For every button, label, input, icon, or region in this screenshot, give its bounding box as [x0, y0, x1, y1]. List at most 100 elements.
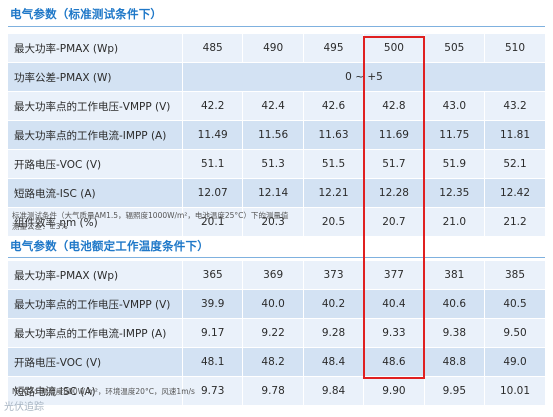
row-label: 开路电压-VOC (V)	[8, 149, 183, 179]
value-cell: 12.14	[242, 178, 304, 208]
table-row: 最大功率点的工作电流-IMPP (A) 11.49 11.56 11.63 11…	[8, 120, 545, 150]
value-cell: 11.56	[242, 120, 304, 150]
value-cell: 9.38	[423, 318, 485, 348]
value-cell: 9.22	[242, 318, 304, 348]
value-cell: 40.4	[363, 289, 425, 319]
value-cell: 51.3	[242, 149, 304, 179]
section2-title: 电气参数（电池额定工作温度条件下）	[10, 239, 209, 253]
value-cell: 373	[302, 261, 364, 290]
value-cell: 42.4	[242, 91, 304, 121]
value-cell: 9.84	[302, 376, 364, 406]
table-row: 开路电压-VOC (V) 48.1 48.2 48.4 48.6 48.8 49…	[8, 347, 545, 377]
section1-rule	[8, 26, 545, 27]
table-row: 短路电流-ISC (A) 12.07 12.14 12.21 12.28 12.…	[8, 178, 545, 208]
value-cell: 12.35	[423, 178, 485, 208]
value-cell: 11.69	[363, 120, 425, 150]
table-row: 最大功率点的工作电压-VMPP (V) 42.2 42.4 42.6 42.8 …	[8, 91, 545, 121]
value-cell: 40.6	[423, 289, 485, 319]
row-label: 开路电压-VOC (V)	[8, 347, 183, 377]
section1-title: 电气参数（标准测试条件下）	[10, 7, 163, 21]
tolerance-span-cell: 0 ~ +5	[182, 62, 545, 92]
value-cell: 40.0	[242, 289, 304, 319]
value-cell: 495	[302, 34, 364, 63]
noct-note: NOCT：辐照度800W/m²，环境温度20°C，风速1m/s	[12, 387, 195, 396]
value-cell: 49.0	[484, 347, 545, 377]
value-cell: 12.42	[484, 178, 545, 208]
table-row: 组件效率 ηm (%) 20.1 20.3 20.5 20.7 21.0 21.…	[8, 207, 545, 237]
value-cell: 505	[423, 34, 485, 63]
value-cell: 40.5	[484, 289, 545, 319]
row-label: 功率公差-PMAX (W)	[8, 62, 183, 92]
row-label: 最大功率点的工作电压-VMPP (V)	[8, 289, 183, 319]
value-cell: 42.6	[302, 91, 364, 121]
value-cell: 52.1	[484, 149, 545, 179]
value-cell: 9.50	[484, 318, 545, 348]
row-label: 最大功率点的工作电流-IMPP (A)	[8, 318, 183, 348]
value-cell: 40.2	[302, 289, 364, 319]
value-cell: 485	[181, 34, 243, 63]
value-cell: 381	[423, 261, 485, 290]
value-cell: 377	[363, 261, 425, 290]
row-label: 最大功率点的工作电流-IMPP (A)	[8, 120, 183, 150]
value-cell: 43.0	[423, 91, 485, 121]
stc-spec-table: 最大功率-PMAX (Wp) 485 490 495 500 505 510 功…	[8, 34, 545, 237]
value-cell: 21.2	[484, 207, 545, 237]
table-row: 短路电流-ISC (A) 9.73 9.78 9.84 9.90 9.95 10…	[8, 376, 545, 406]
value-cell: 12.28	[363, 178, 425, 208]
value-cell: 9.28	[302, 318, 364, 348]
value-cell: 11.63	[302, 120, 364, 150]
value-cell: 9.95	[423, 376, 485, 406]
value-cell: 42.8	[363, 91, 425, 121]
value-cell: 39.9	[181, 289, 243, 319]
table-row: 开路电压-VOC (V) 51.1 51.3 51.5 51.7 51.9 52…	[8, 149, 545, 179]
value-cell: 11.81	[484, 120, 545, 150]
stc-note-line1: 标准测试条件（大气质量AM1.5，辐照度1000W/m²，电池温度25°C）下的…	[12, 211, 289, 220]
value-cell: 20.5	[302, 207, 364, 237]
table-row: 功率公差-PMAX (W) 0 ~ +5	[8, 62, 545, 92]
section2-rule	[8, 257, 545, 258]
value-cell: 48.8	[423, 347, 485, 377]
row-label: 最大功率点的工作电压-VMPP (V)	[8, 91, 183, 121]
stc-note: 标准测试条件（大气质量AM1.5，辐照度1000W/m²，电池温度25°C）下的…	[12, 210, 288, 232]
value-cell: 48.1	[181, 347, 243, 377]
value-cell: 20.7	[363, 207, 425, 237]
value-cell: 51.7	[363, 149, 425, 179]
value-cell: 21.0	[423, 207, 485, 237]
value-cell: 20.3	[242, 207, 304, 237]
value-cell: 490	[242, 34, 304, 63]
value-cell: 365	[181, 261, 243, 290]
value-cell: 9.78	[242, 376, 304, 406]
value-cell: 51.5	[302, 149, 364, 179]
value-cell: 500	[363, 34, 425, 63]
value-cell: 10.01	[484, 376, 545, 406]
value-cell: 43.2	[484, 91, 545, 121]
value-cell: 51.1	[181, 149, 243, 179]
watermark: 光伏追踪	[4, 402, 44, 413]
value-cell: 9.17	[181, 318, 243, 348]
value-cell: 11.75	[423, 120, 485, 150]
value-cell: 42.2	[181, 91, 243, 121]
value-cell: 510	[484, 34, 545, 63]
value-cell: 48.4	[302, 347, 364, 377]
row-label: 最大功率-PMAX (Wp)	[8, 34, 183, 63]
value-cell: 9.33	[363, 318, 425, 348]
table-row: 最大功率点的工作电流-IMPP (A) 9.17 9.22 9.28 9.33 …	[8, 318, 545, 348]
value-cell: 12.07	[181, 178, 243, 208]
value-cell: 385	[484, 261, 545, 290]
table-row: 最大功率-PMAX (Wp) 485 490 495 500 505 510	[8, 34, 545, 63]
value-cell: 9.90	[363, 376, 425, 406]
row-label: 短路电流-ISC (A)	[8, 376, 183, 406]
noct-spec-table: 最大功率-PMAX (Wp) 365 369 373 377 381 385 最…	[8, 261, 545, 406]
value-cell: 48.2	[242, 347, 304, 377]
table-row: 最大功率点的工作电压-VMPP (V) 39.9 40.0 40.2 40.4 …	[8, 289, 545, 319]
row-label: 最大功率-PMAX (Wp)	[8, 261, 183, 290]
value-cell: 51.9	[423, 149, 485, 179]
row-label: 组件效率 ηm (%)	[8, 207, 183, 237]
value-cell: 48.6	[363, 347, 425, 377]
value-cell: 9.73	[181, 376, 243, 406]
value-cell: 11.49	[181, 120, 243, 150]
value-cell: 20.1	[181, 207, 243, 237]
stc-note-line2: 测量公差：±3%	[12, 222, 68, 231]
row-label: 短路电流-ISC (A)	[8, 178, 183, 208]
value-cell: 369	[242, 261, 304, 290]
